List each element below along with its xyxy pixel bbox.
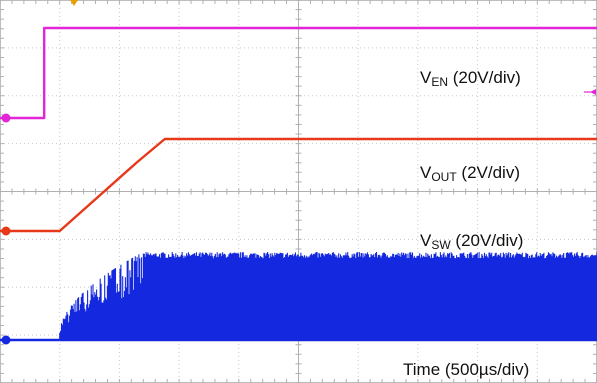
trigger-level-marker — [590, 89, 596, 95]
vout-label: VOUT (2V/div) — [420, 163, 520, 184]
x-axis-label: Time (500µs/div) — [403, 360, 529, 379]
traces — [0, 26, 597, 342]
ven-label: VEN (20V/div) — [420, 68, 521, 89]
ch2-marker — [1, 226, 11, 236]
vsw-burst — [59, 252, 597, 340]
ch3-marker — [1, 335, 11, 345]
channel-markers — [1, 0, 596, 345]
ch1-marker — [1, 113, 11, 123]
trigger-marker — [70, 0, 78, 6]
vout-trace — [0, 137, 597, 233]
vsw-label: VSW (20V/div) — [420, 231, 523, 252]
ven-trace — [0, 26, 597, 120]
